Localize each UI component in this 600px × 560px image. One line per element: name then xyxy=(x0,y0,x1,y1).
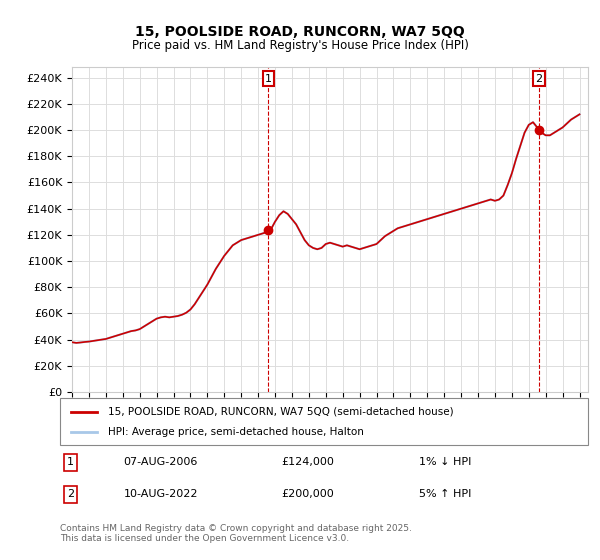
Text: 07-AUG-2006: 07-AUG-2006 xyxy=(124,457,198,467)
Text: 10-AUG-2022: 10-AUG-2022 xyxy=(124,489,198,500)
Text: 2: 2 xyxy=(535,74,542,83)
Text: Contains HM Land Registry data © Crown copyright and database right 2025.
This d: Contains HM Land Registry data © Crown c… xyxy=(60,524,412,543)
Text: 1% ↓ HPI: 1% ↓ HPI xyxy=(419,457,472,467)
Text: £200,000: £200,000 xyxy=(282,489,335,500)
Text: 15, POOLSIDE ROAD, RUNCORN, WA7 5QQ (semi-detached house): 15, POOLSIDE ROAD, RUNCORN, WA7 5QQ (sem… xyxy=(107,407,453,417)
Text: HPI: Average price, semi-detached house, Halton: HPI: Average price, semi-detached house,… xyxy=(107,427,364,437)
Text: £124,000: £124,000 xyxy=(282,457,335,467)
Text: 5% ↑ HPI: 5% ↑ HPI xyxy=(419,489,472,500)
Text: Price paid vs. HM Land Registry's House Price Index (HPI): Price paid vs. HM Land Registry's House … xyxy=(131,39,469,52)
Text: 1: 1 xyxy=(67,457,74,467)
Text: 15, POOLSIDE ROAD, RUNCORN, WA7 5QQ: 15, POOLSIDE ROAD, RUNCORN, WA7 5QQ xyxy=(135,25,465,39)
Text: 2: 2 xyxy=(67,489,74,500)
Text: 1: 1 xyxy=(265,74,272,83)
FancyBboxPatch shape xyxy=(60,398,588,445)
